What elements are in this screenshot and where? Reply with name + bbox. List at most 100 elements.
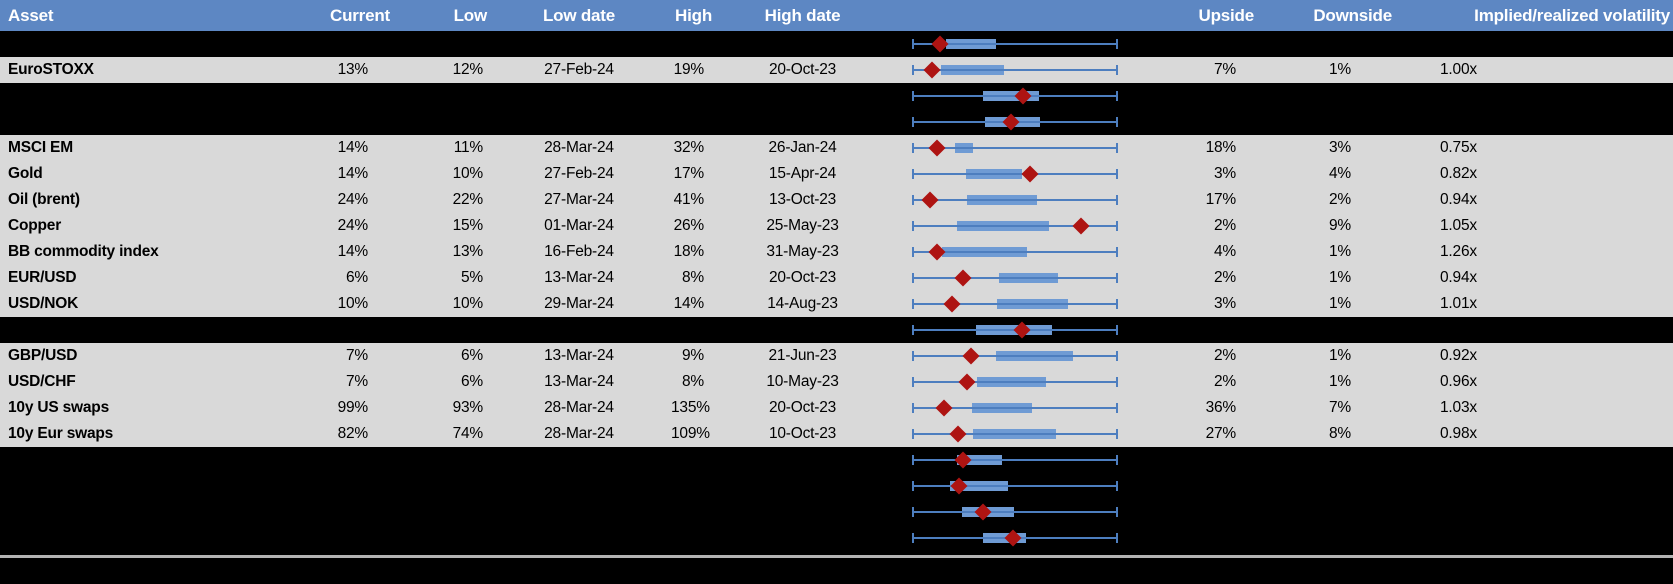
asset-label[interactable]: EUR/USD [8,269,77,286]
low-date-value[interactable]: 28-Mar-24 [544,139,614,156]
high-value[interactable]: 18% [673,243,705,260]
upside-value[interactable]: 17% [1205,191,1237,208]
high-value[interactable]: 8% [681,269,704,286]
high-value[interactable]: 17% [673,165,705,182]
current-value[interactable]: 14% [337,139,369,156]
low-date-value[interactable]: 13-Mar-24 [544,269,614,286]
implied-realized-value[interactable]: 1.03x [1440,399,1477,416]
high-value[interactable]: 135% [671,399,710,416]
high-date-value[interactable]: 31-May-23 [766,243,839,260]
low-date-value[interactable]: 27-Feb-24 [544,165,614,182]
upside-value[interactable]: 2% [1213,373,1236,390]
current-value[interactable]: 14% [337,243,369,260]
low-value[interactable]: 11% [453,139,483,156]
low-date-value[interactable]: 28-Mar-24 [544,425,614,442]
high-date-value[interactable]: 10-May-23 [766,373,839,390]
asset-label[interactable]: 10y US swaps [8,399,109,416]
upside-value[interactable]: 2% [1213,217,1236,234]
high-date-value[interactable]: 13-Oct-23 [768,191,837,208]
high-date-value[interactable]: 20-Oct-23 [768,269,837,286]
high-value[interactable]: 19% [673,61,705,78]
high-date-value[interactable]: 20-Oct-23 [768,61,837,78]
high-date-value[interactable]: 15-Apr-24 [768,165,837,182]
current-value[interactable]: 82% [337,425,369,442]
low-value[interactable]: 6% [460,347,483,364]
asset-label[interactable]: USD/NOK [8,295,79,312]
implied-realized-value[interactable]: 0.94x [1440,269,1477,286]
implied-realized-value[interactable]: 0.98x [1440,425,1477,442]
implied-realized-value[interactable]: 1.26x [1440,243,1477,260]
high-date-value[interactable]: 21-Jun-23 [768,347,837,364]
low-date-value[interactable]: 01-Mar-24 [544,217,614,234]
asset-label[interactable]: USD/CHF [8,373,76,390]
low-date-value[interactable]: 28-Mar-24 [544,399,614,416]
high-value[interactable]: 26% [673,217,705,234]
high-value[interactable]: 14% [673,295,705,312]
asset-label[interactable]: EuroSTOXX [8,61,94,78]
high-date-value[interactable]: 25-May-23 [766,217,839,234]
downside-value[interactable]: 7% [1328,399,1351,416]
implied-realized-value[interactable]: 0.75x [1440,139,1477,156]
upside-value[interactable]: 7% [1213,61,1236,78]
high-value[interactable]: 9% [681,347,704,364]
implied-realized-value[interactable]: 0.82x [1440,165,1477,182]
low-value[interactable]: 5% [460,269,483,286]
downside-value[interactable]: 1% [1328,295,1351,312]
low-value[interactable]: 13% [452,243,484,260]
high-date-value[interactable]: 26-Jan-24 [768,139,837,156]
downside-value[interactable]: 1% [1328,61,1351,78]
asset-label[interactable]: GBP/USD [8,347,78,364]
upside-value[interactable]: 18% [1205,139,1237,156]
current-value[interactable]: 99% [337,399,369,416]
upside-value[interactable]: 27% [1205,425,1237,442]
high-value[interactable]: 32% [673,139,705,156]
high-date-value[interactable]: 14-Aug-23 [767,295,838,312]
downside-value[interactable]: 4% [1328,165,1351,182]
asset-label[interactable]: 10y Eur swaps [8,425,114,442]
low-date-value[interactable]: 13-Mar-24 [544,347,614,364]
low-date-value[interactable]: 13-Mar-24 [544,373,614,390]
downside-value[interactable]: 1% [1328,269,1351,286]
low-value[interactable]: 12% [452,61,484,78]
low-value[interactable]: 10% [452,165,484,182]
current-value[interactable]: 10% [337,295,369,312]
downside-value[interactable]: 1% [1328,243,1351,260]
current-value[interactable]: 13% [337,61,369,78]
low-value[interactable]: 22% [452,191,484,208]
high-value[interactable]: 8% [681,373,704,390]
low-value[interactable]: 93% [452,399,484,416]
current-value[interactable]: 7% [345,373,368,390]
upside-value[interactable]: 2% [1213,347,1236,364]
upside-value[interactable]: 36% [1205,399,1237,416]
implied-realized-value[interactable]: 0.92x [1440,347,1477,364]
upside-value[interactable]: 3% [1213,295,1236,312]
low-date-value[interactable]: 16-Feb-24 [544,243,614,260]
upside-value[interactable]: 4% [1213,243,1236,260]
upside-value[interactable]: 3% [1213,165,1236,182]
low-value[interactable]: 15% [452,217,484,234]
low-value[interactable]: 6% [460,373,483,390]
high-date-value[interactable]: 20-Oct-23 [768,399,837,416]
current-value[interactable]: 24% [337,191,369,208]
low-date-value[interactable]: 29-Mar-24 [544,295,614,312]
asset-label[interactable]: Gold [8,165,43,182]
high-date-value[interactable]: 10-Oct-23 [768,425,837,442]
current-value[interactable]: 6% [345,269,368,286]
low-value[interactable]: 10% [452,295,484,312]
asset-label[interactable]: Oil (brent) [8,191,80,208]
current-value[interactable]: 7% [345,347,368,364]
low-value[interactable]: 74% [452,425,484,442]
downside-value[interactable]: 3% [1328,139,1351,156]
downside-value[interactable]: 1% [1328,373,1351,390]
implied-realized-value[interactable]: 1.05x [1440,217,1477,234]
upside-value[interactable]: 2% [1213,269,1236,286]
high-value[interactable]: 41% [673,191,705,208]
low-date-value[interactable]: 27-Feb-24 [544,61,614,78]
implied-realized-value[interactable]: 1.01x [1440,295,1477,312]
downside-value[interactable]: 8% [1328,425,1351,442]
current-value[interactable]: 14% [337,165,369,182]
downside-value[interactable]: 9% [1328,217,1351,234]
asset-label[interactable]: MSCI EM [8,139,73,156]
downside-value[interactable]: 1% [1328,347,1351,364]
implied-realized-value[interactable]: 0.94x [1440,191,1477,208]
